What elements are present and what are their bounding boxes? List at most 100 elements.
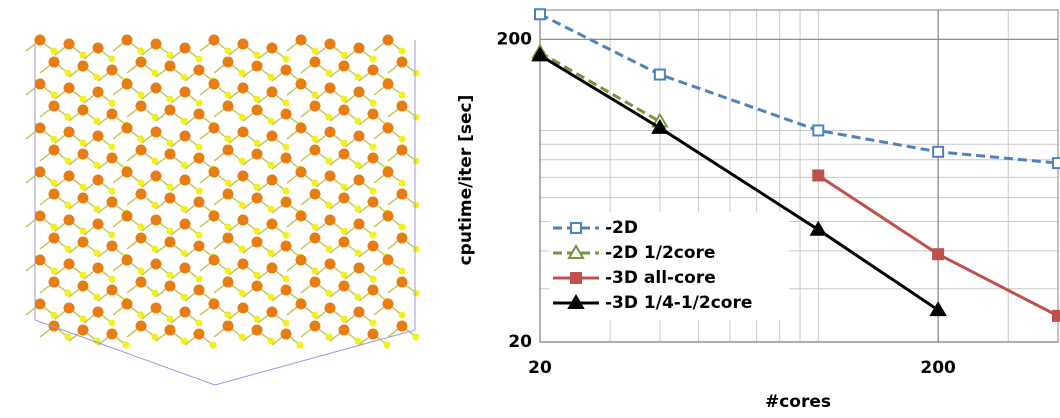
atom — [368, 153, 379, 164]
atom — [238, 83, 249, 94]
atom — [413, 290, 420, 297]
atom — [78, 193, 89, 204]
atom — [310, 189, 321, 200]
atom — [354, 43, 365, 54]
marker — [535, 9, 545, 19]
atom — [267, 175, 278, 186]
atom — [93, 87, 104, 98]
atom — [35, 211, 46, 222]
atom — [194, 197, 205, 208]
atom — [123, 342, 130, 349]
atom — [325, 83, 336, 94]
atom — [209, 123, 220, 134]
atom — [35, 79, 46, 90]
atom — [368, 65, 379, 76]
atom — [223, 101, 234, 112]
atom — [397, 321, 408, 332]
atom — [223, 189, 234, 200]
atom — [209, 255, 220, 266]
legend-label: -2D — [605, 218, 638, 238]
atom — [383, 255, 394, 266]
atom — [196, 56, 203, 63]
atom — [180, 307, 191, 318]
atom — [64, 39, 75, 50]
atom — [107, 65, 118, 76]
atom — [383, 299, 394, 310]
atom — [397, 57, 408, 68]
atom — [399, 136, 406, 143]
atom — [238, 215, 249, 226]
atom — [296, 299, 307, 310]
legend-label: -3D 1/4-1/2core — [605, 293, 752, 313]
atom — [122, 167, 133, 178]
atom — [370, 188, 377, 195]
atom — [238, 39, 249, 50]
atom — [370, 56, 377, 63]
atom — [252, 325, 263, 336]
atom — [281, 285, 292, 296]
atom — [238, 259, 249, 270]
atom — [370, 144, 377, 151]
atom — [296, 211, 307, 222]
atom — [196, 276, 203, 283]
atom — [354, 175, 365, 186]
atom — [252, 281, 263, 292]
atom — [223, 277, 234, 288]
atom — [107, 197, 118, 208]
atom — [151, 39, 162, 50]
atom — [107, 285, 118, 296]
atom — [368, 241, 379, 252]
atom — [109, 276, 116, 283]
atom — [267, 131, 278, 142]
figure: cputime/iter [sec] #cores 2020020200-2D-… — [0, 0, 1060, 414]
atom — [109, 188, 116, 195]
atom — [136, 321, 147, 332]
atom — [339, 149, 350, 160]
atom — [109, 232, 116, 239]
x-axis-label: #cores — [765, 392, 831, 412]
atom — [399, 224, 406, 231]
atom — [78, 325, 89, 336]
atom — [397, 277, 408, 288]
atom — [399, 92, 406, 99]
atom — [252, 237, 263, 248]
atom — [267, 87, 278, 98]
chart: cputime/iter [sec] #cores 2020020200-2D-… — [456, 9, 1060, 412]
marker — [813, 170, 823, 180]
atom — [354, 131, 365, 142]
atom — [194, 109, 205, 120]
atom — [49, 189, 60, 200]
marker — [811, 223, 825, 235]
atom — [180, 263, 191, 274]
atom — [194, 329, 205, 340]
atom — [310, 101, 321, 112]
atom — [354, 307, 365, 318]
atom — [93, 175, 104, 186]
atom — [136, 145, 147, 156]
marker — [1053, 311, 1060, 321]
atom — [64, 127, 75, 138]
atom — [78, 105, 89, 116]
atom — [209, 299, 220, 310]
atom — [384, 342, 391, 349]
atom — [281, 153, 292, 164]
marker — [655, 70, 665, 80]
atom — [49, 233, 60, 244]
atom — [136, 277, 147, 288]
atom — [165, 105, 176, 116]
atom — [238, 303, 249, 314]
atom — [383, 123, 394, 134]
atom — [252, 61, 263, 72]
atom — [122, 35, 133, 46]
atom — [325, 39, 336, 50]
atom — [325, 259, 336, 270]
atom — [283, 144, 290, 151]
atom — [310, 57, 321, 68]
atom — [354, 219, 365, 230]
atom — [93, 307, 104, 318]
atom — [339, 325, 350, 336]
atom — [122, 79, 133, 90]
atom — [93, 219, 104, 230]
atom — [252, 105, 263, 116]
marker — [933, 147, 943, 157]
